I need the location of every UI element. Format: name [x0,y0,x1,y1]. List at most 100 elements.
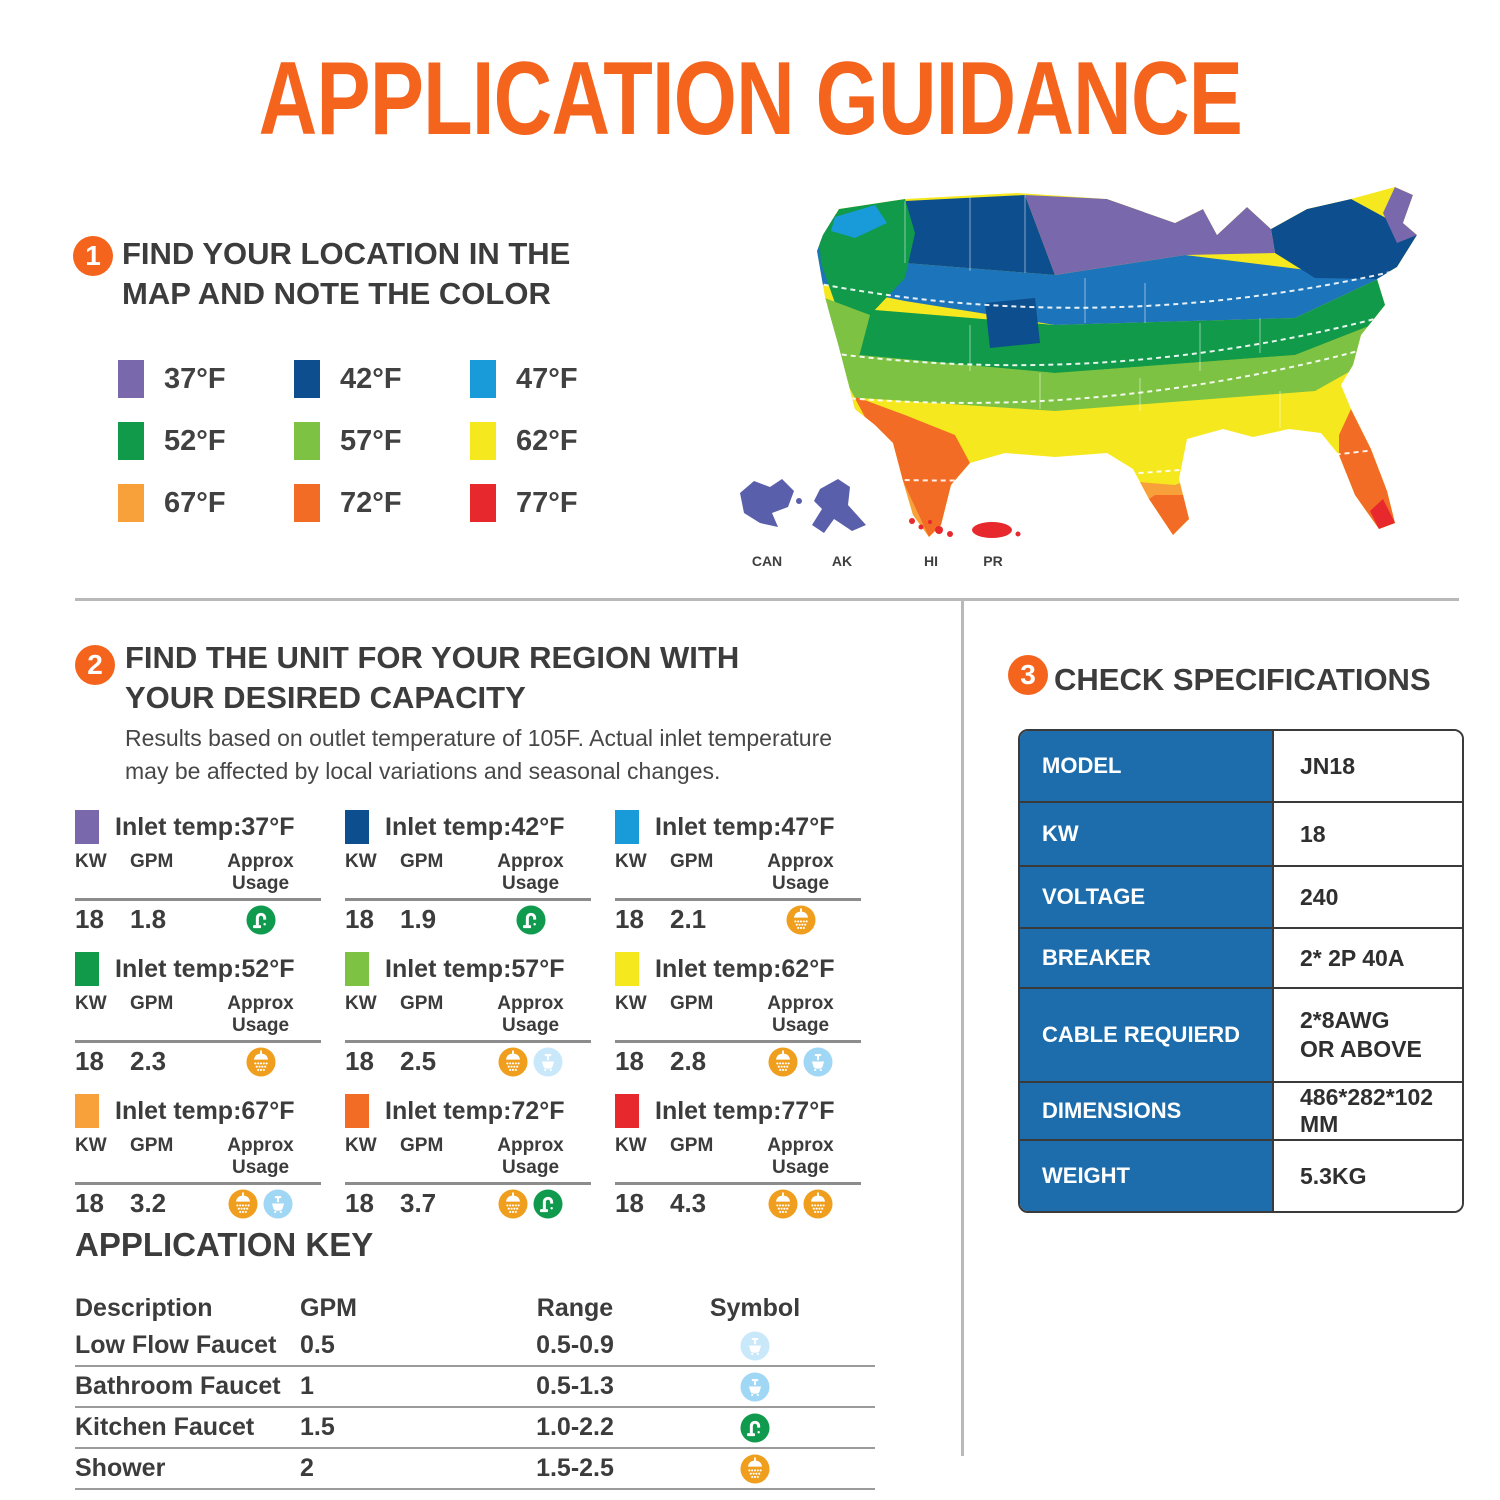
shower-icon [740,1453,770,1484]
application-key-rows: Low Flow Faucet 0.5 0.5-0.9 Bathroom Faucet… [75,1326,875,1490]
spec-row: DIMENSIONS 486*282*102 MM [1020,1083,1462,1141]
spec-label: KW [1020,803,1272,865]
shower-icon [498,1188,528,1219]
spec-row: BREAKER 2* 2P 40A [1020,929,1462,989]
legend-color-swatch [470,422,496,460]
legend-temp-label: 72°F [340,486,402,519]
col-header-kw: KW [615,1135,647,1156]
header-underline [615,1182,861,1185]
shower-icon [768,1188,798,1219]
header-underline [345,898,591,901]
key-header-symbol: Symbol [709,1293,801,1322]
step3-heading: CHECK SPECIFICATIONS [1054,662,1431,697]
legend-item: 37°F [118,360,294,398]
col-header-kw: KW [345,993,377,1014]
application-key: APPLICATION KEY Description GPM Range Sy… [75,1226,875,1490]
col-header-gpm: GPM [130,993,174,1014]
kitchen-faucet-icon [533,1188,563,1219]
shower-icon [785,904,816,935]
inlet-temp-swatch [615,952,639,986]
legend-temp-label: 52°F [164,424,226,457]
step1-heading: FIND YOUR LOCATION IN THE MAP AND NOTE TH… [122,236,571,311]
legend-color-swatch [470,484,496,522]
us-map-svg: CAN AK HI PR [740,187,1417,569]
inlet-temp-swatch [75,1094,99,1128]
legend-item: 67°F [118,484,294,522]
inlet-temp-unit-table: Inlet temp:37°F KW GPM Approx Usage 18 1.8 [75,810,321,952]
usage-icons [470,1046,591,1077]
usage-icons [200,1188,321,1219]
inlet-temp-unit-table: Inlet temp:67°F KW GPM Approx Usage 18 3.2 [75,1094,321,1236]
low-flow-faucet-icon [740,1330,770,1361]
header-underline [345,1040,591,1043]
col-header-gpm: GPM [130,1135,174,1156]
map-inset-alaska [812,479,866,533]
shower-icon [803,1188,833,1219]
inlet-temp-label: Inlet temp:67°F [115,1097,295,1125]
col-header-usage: Approx Usage [497,1135,564,1178]
inlet-temp-swatch [75,810,99,844]
inlet-temp-unit-table: Inlet temp:47°F KW GPM Approx Usage 18 2.1 [615,810,861,952]
col-header-usage: Approx Usage [227,1135,294,1178]
step2-number-badge: 2 [75,645,115,685]
legend-temp-label: 67°F [164,486,226,519]
low-flow-faucet-icon [533,1046,563,1077]
kw-value: 18 [615,904,644,934]
legend-temp-label: 37°F [164,362,226,395]
gpm-value: 4.3 [670,1188,707,1218]
spec-row: VOLTAGE 240 [1020,867,1462,929]
kitchen-faucet-icon [515,904,546,935]
inlet-temp-swatch [615,1094,639,1128]
key-symbol [690,1330,820,1361]
map-inset-hawaii [909,518,953,537]
legend-item: 52°F [118,422,294,460]
inlet-temp-label: Inlet temp:52°F [115,955,295,983]
legend-temp-label: 77°F [516,486,578,519]
kw-value: 18 [615,1046,644,1076]
key-description: Bathroom Faucet [75,1372,281,1400]
spec-row: WEIGHT 5.3KG [1020,1141,1462,1211]
inlet-temp-unit-table: Inlet temp:52°F KW GPM Approx Usage 18 2.3 [75,952,321,1094]
specifications-table: MODEL JN18 KW 18 VOLTAGE 240 BREAKER 2* 2P 40A C… [1018,729,1464,1213]
kitchen-faucet-icon [740,1412,770,1443]
application-key-title: APPLICATION KEY [75,1226,374,1263]
map-inset-puertorico [972,522,1021,538]
map-label-ak: AK [832,553,852,569]
usage-icons [740,1046,861,1077]
application-key-row: Shower 2 1.5-2.5 [75,1449,875,1490]
col-header-usage: Approx Usage [227,993,294,1036]
kw-value: 18 [75,1046,104,1076]
kw-value: 18 [75,1188,104,1218]
legend-color-swatch [118,484,144,522]
col-header-gpm: GPM [400,1135,444,1156]
inlet-temp-unit-table: Inlet temp:62°F KW GPM Approx Usage 18 2.8 [615,952,861,1094]
application-key-row: Bathroom Faucet 1 0.5-1.3 [75,1367,875,1408]
bathroom-faucet-icon [263,1188,293,1219]
kw-value: 18 [75,904,104,934]
inlet-temp-swatch [345,1094,369,1128]
col-header-usage: Approx Usage [767,993,834,1036]
gpm-value: 2.3 [130,1046,167,1076]
step2-note: Results based on outlet temperature of 1… [125,725,833,784]
col-header-kw: KW [615,851,647,872]
step3-number-badge: 3 [1008,655,1048,695]
usage-icons [200,1046,321,1077]
key-range: 0.5-1.3 [536,1372,614,1400]
spec-value: 2* 2P 40A [1272,929,1462,987]
key-description: Kitchen Faucet [75,1413,255,1441]
temperature-legend: 37°F 42°F 47°F 52°F 57°F 62°F 67°F 72°F 77°F [118,360,646,522]
key-header-range: Range [536,1293,614,1322]
col-header-usage: Approx Usage [497,851,564,894]
map-zone-77f [1370,499,1395,529]
legend-color-swatch [294,484,320,522]
application-key-headers: Description GPM Range Symbol [75,1290,875,1326]
shower-icon [228,1188,258,1219]
gpm-value: 2.5 [400,1046,437,1076]
legend-temp-label: 62°F [516,424,578,457]
vertical-divider [961,598,964,1456]
key-description: Shower [75,1454,166,1482]
map-zone-47f [817,241,1395,325]
gpm-value: 3.7 [400,1188,437,1218]
key-gpm: 0.5 [300,1331,335,1359]
kitchen-faucet-icon [245,904,276,935]
